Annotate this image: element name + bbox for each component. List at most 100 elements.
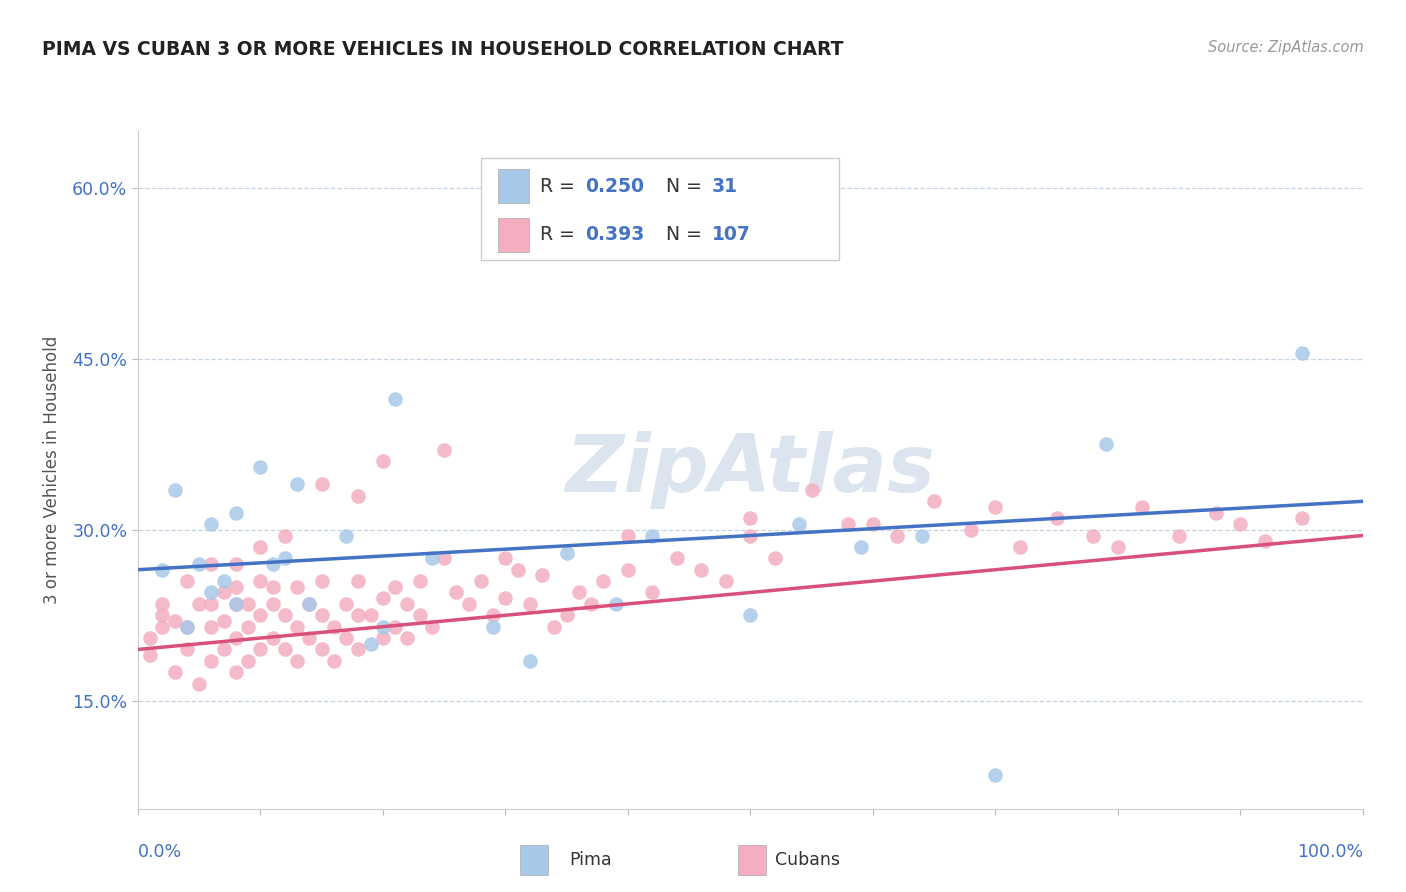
- Point: [1046, 511, 1069, 525]
- Point: [519, 597, 541, 611]
- Text: 0.250: 0.250: [585, 177, 644, 196]
- Point: [396, 597, 419, 611]
- Point: [285, 620, 308, 634]
- Point: [555, 608, 578, 623]
- Point: [212, 614, 235, 628]
- Text: Source: ZipAtlas.com: Source: ZipAtlas.com: [1208, 40, 1364, 55]
- Point: [420, 551, 443, 566]
- Point: [176, 574, 198, 588]
- Point: [225, 506, 247, 520]
- Point: [960, 523, 983, 537]
- Point: [139, 631, 162, 645]
- Point: [176, 620, 198, 634]
- Point: [886, 528, 908, 542]
- Text: R =: R =: [540, 177, 575, 196]
- Point: [922, 494, 945, 508]
- Point: [482, 608, 505, 623]
- Point: [298, 597, 321, 611]
- Point: [152, 608, 174, 623]
- Point: [1229, 517, 1251, 532]
- Point: [408, 574, 430, 588]
- Point: [568, 585, 591, 599]
- Point: [1008, 540, 1031, 554]
- Point: [433, 551, 456, 566]
- Point: [236, 620, 259, 634]
- Point: [249, 642, 271, 657]
- Point: [347, 574, 370, 588]
- Point: [311, 642, 333, 657]
- Point: [800, 483, 823, 497]
- Point: [285, 580, 308, 594]
- Text: 100.0%: 100.0%: [1296, 843, 1362, 861]
- Text: R =: R =: [540, 225, 575, 244]
- Point: [740, 511, 762, 525]
- Point: [335, 597, 357, 611]
- Point: [262, 597, 284, 611]
- Point: [396, 631, 419, 645]
- Point: [371, 631, 394, 645]
- Point: [579, 597, 602, 611]
- Point: [262, 580, 284, 594]
- Point: [152, 620, 174, 634]
- Point: [1083, 528, 1105, 542]
- Point: [555, 546, 578, 560]
- Point: [1291, 511, 1313, 525]
- Point: [740, 608, 762, 623]
- Point: [665, 551, 688, 566]
- Point: [984, 768, 1007, 782]
- Point: [641, 585, 664, 599]
- Point: [322, 620, 344, 634]
- Point: [274, 528, 297, 542]
- Point: [200, 557, 222, 571]
- Point: [200, 620, 222, 634]
- Point: [911, 528, 934, 542]
- Point: [543, 620, 565, 634]
- Point: [605, 597, 627, 611]
- Point: [200, 597, 222, 611]
- Point: [212, 585, 235, 599]
- Point: [446, 585, 468, 599]
- Point: [384, 392, 406, 406]
- Point: [347, 489, 370, 503]
- Text: 107: 107: [711, 225, 751, 244]
- Point: [200, 654, 222, 668]
- Point: [249, 574, 271, 588]
- Point: [494, 591, 516, 606]
- Text: 0.393: 0.393: [585, 225, 644, 244]
- Point: [690, 563, 713, 577]
- Point: [225, 557, 247, 571]
- Text: N =: N =: [666, 225, 703, 244]
- Point: [249, 608, 271, 623]
- Point: [384, 620, 406, 634]
- Point: [1094, 437, 1116, 451]
- Point: [285, 477, 308, 491]
- Point: [1254, 534, 1277, 549]
- Point: [225, 665, 247, 680]
- Point: [984, 500, 1007, 514]
- Point: [322, 654, 344, 668]
- Point: [506, 563, 529, 577]
- Point: [236, 597, 259, 611]
- Point: [1132, 500, 1154, 514]
- Point: [420, 620, 443, 634]
- Point: [371, 591, 394, 606]
- Point: [311, 608, 333, 623]
- Point: [225, 631, 247, 645]
- Y-axis label: 3 or more Vehicles in Household: 3 or more Vehicles in Household: [44, 336, 60, 604]
- Point: [274, 642, 297, 657]
- Text: Pima: Pima: [569, 851, 612, 869]
- Point: [298, 597, 321, 611]
- Text: N =: N =: [666, 177, 703, 196]
- Text: 0.0%: 0.0%: [138, 843, 181, 861]
- Point: [347, 608, 370, 623]
- Point: [641, 528, 664, 542]
- Point: [347, 642, 370, 657]
- Point: [249, 460, 271, 475]
- Point: [152, 597, 174, 611]
- Point: [1291, 346, 1313, 360]
- Point: [763, 551, 786, 566]
- Point: [285, 654, 308, 668]
- Point: [1205, 506, 1227, 520]
- Text: 31: 31: [711, 177, 738, 196]
- Point: [298, 631, 321, 645]
